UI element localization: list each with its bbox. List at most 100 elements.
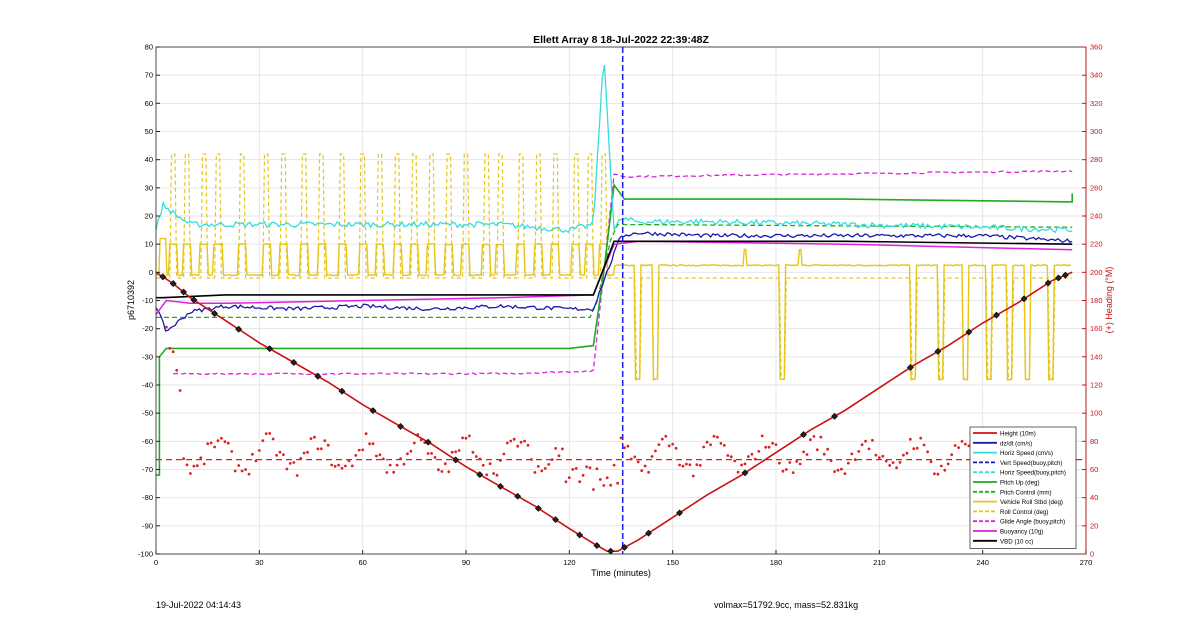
legend-label: Horiz Speed(buoy,pitch)	[1000, 470, 1066, 477]
heading-point	[619, 436, 623, 440]
heading-point	[588, 466, 592, 470]
heading-point	[829, 459, 833, 462]
heading-point	[268, 432, 272, 435]
heading-point	[406, 452, 409, 456]
heading-point	[957, 446, 960, 449]
heading-point	[502, 452, 506, 456]
heading-point	[833, 470, 836, 473]
series-dzdt	[155, 231, 1073, 332]
series-height	[155, 271, 1073, 553]
heading-point	[660, 437, 664, 441]
heading-point	[213, 445, 217, 449]
depth-marker	[290, 359, 298, 366]
legend-label: Vehicle Roll Stbd (deg)	[1000, 499, 1063, 506]
y2-tick-label: 160	[1090, 324, 1103, 333]
heading-point	[354, 454, 358, 457]
heading-point	[247, 472, 251, 476]
heading-point	[877, 456, 881, 460]
heading-point	[306, 450, 309, 454]
heading-point	[385, 471, 389, 474]
heading-point	[705, 440, 709, 444]
heading-point	[195, 464, 199, 468]
heading-point	[540, 469, 544, 473]
depth-marker	[1055, 274, 1062, 282]
x-tick-label: 210	[873, 558, 886, 567]
depth-marker	[831, 412, 838, 420]
heading-point	[292, 461, 296, 464]
heading-point	[505, 441, 509, 445]
x-tick-label: 60	[358, 558, 366, 567]
heading-point	[743, 462, 747, 466]
heading-point	[871, 438, 874, 442]
heading-point	[922, 443, 926, 447]
heading-point	[574, 467, 578, 470]
heading-point	[867, 447, 871, 451]
y-tick-label: 10	[145, 240, 153, 249]
heading-point	[884, 459, 888, 463]
y-tick-label: -40	[142, 381, 153, 390]
y2-axis-label: (+) Heading (°M)	[1104, 267, 1114, 334]
heading-point	[791, 471, 795, 474]
heading-point	[802, 450, 805, 454]
legend-label: Pitch Control (mm)	[1000, 489, 1052, 496]
heading-point	[326, 443, 330, 447]
heading-point	[344, 464, 347, 468]
heading-point	[905, 451, 909, 455]
legend-label: Glide Angle (buoy,pitch)	[1000, 519, 1065, 526]
heading-point	[578, 480, 582, 484]
depth-marker	[607, 547, 615, 555]
y-tick-label: -30	[142, 352, 153, 361]
heading-point	[585, 465, 588, 469]
heading-point	[516, 444, 520, 448]
heading-point	[822, 452, 826, 456]
depth-marker	[741, 469, 749, 477]
legend-label: Height (10m)	[1000, 431, 1036, 438]
legend: Height (10m) dz/dt (cm/s) Horiz Speed (cm/…	[969, 426, 1077, 549]
depth-marker	[993, 311, 1000, 319]
x-tick-label: 0	[154, 558, 158, 567]
heading-point	[189, 472, 192, 475]
y2-tick-label: 240	[1090, 212, 1103, 221]
heading-point	[202, 462, 206, 466]
heading-point	[781, 469, 785, 473]
y-tick-label: 60	[145, 99, 153, 108]
heading-point	[192, 464, 196, 468]
y2-tick-label: 200	[1090, 268, 1103, 277]
heading-point	[729, 455, 733, 459]
heading-point	[650, 455, 654, 458]
heading-point	[547, 463, 551, 466]
heading-point	[333, 465, 337, 468]
y2-tick-label: 280	[1090, 155, 1103, 164]
heading-point	[478, 457, 482, 461]
heading-point	[485, 473, 489, 477]
y-tick-label: 80	[145, 43, 153, 52]
x-tick-label: 90	[462, 558, 470, 567]
footer-volume-mass: volmax=51792.9cc, mass=52.831kg	[714, 600, 859, 610]
y-axis-label: p6710392	[126, 280, 136, 320]
heading-point	[271, 437, 275, 441]
legend-label: Roll Control (deg)	[1000, 509, 1049, 516]
heading-point	[288, 462, 292, 465]
y-tick-label: 0	[149, 268, 153, 277]
heading-point	[337, 463, 340, 467]
depth-marker	[593, 542, 601, 549]
heading-point	[474, 455, 478, 458]
depth-marker	[424, 438, 432, 446]
heading-point	[915, 446, 919, 450]
heading-point	[633, 455, 637, 459]
y2-tick-label: 20	[1090, 521, 1098, 530]
heading-point	[926, 450, 929, 454]
heading-point	[185, 463, 189, 467]
depth-marker	[534, 504, 542, 512]
y-tick-label: -100	[138, 550, 153, 559]
heading-point	[302, 451, 306, 455]
heading-point	[667, 444, 671, 448]
heading-point	[623, 446, 626, 450]
x-tick-label: 120	[563, 558, 576, 567]
heading-point	[716, 435, 719, 439]
heading-point	[557, 454, 561, 458]
heading-point	[512, 437, 516, 441]
heading-point	[936, 472, 940, 476]
depth-marker	[159, 273, 167, 281]
